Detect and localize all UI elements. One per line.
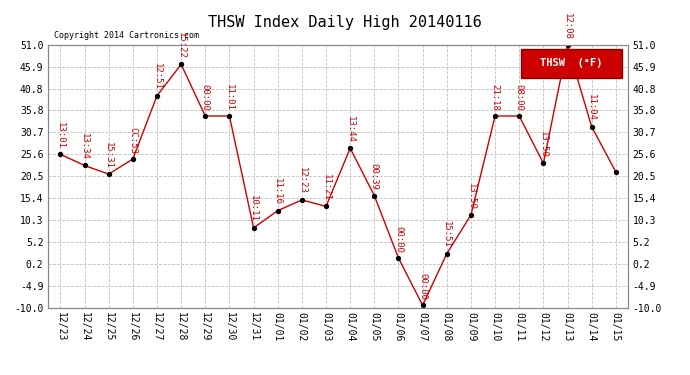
Text: 15:51: 15:51 (442, 221, 451, 248)
Text: 00:00: 00:00 (418, 273, 427, 300)
Point (104, 171, 115, 177)
Point (79, 162, 90, 168)
Point (466, 212, 477, 218)
Text: 10:11: 10:11 (249, 195, 258, 222)
Point (611, 169, 622, 175)
Point (200, 113, 211, 119)
Point (562, 42, 573, 48)
Point (490, 113, 501, 119)
Text: 11:21: 11:21 (322, 174, 331, 201)
Point (176, 62, 187, 68)
Text: 00:39: 00:39 (370, 163, 379, 190)
Point (417, 302, 428, 308)
FancyBboxPatch shape (521, 49, 622, 78)
Text: 13:34: 13:34 (80, 133, 89, 160)
Text: THSW  (°F): THSW (°F) (540, 58, 603, 68)
Text: THSW Index Daily High 20140116: THSW Index Daily High 20140116 (208, 15, 482, 30)
Text: 13:50: 13:50 (539, 131, 548, 158)
Point (297, 197, 308, 203)
Text: 11:16: 11:16 (273, 178, 282, 205)
Text: 11:04: 11:04 (587, 94, 596, 121)
Text: 00:00: 00:00 (201, 84, 210, 111)
Point (345, 145, 356, 151)
Point (55, 151, 66, 157)
Point (152, 93, 163, 99)
Text: 13:50: 13:50 (466, 183, 475, 209)
Point (586, 124, 598, 130)
Text: Copyright 2014 Cartronics.com: Copyright 2014 Cartronics.com (54, 31, 199, 40)
Text: 12:08: 12:08 (563, 13, 572, 39)
Point (369, 193, 380, 199)
Point (248, 225, 259, 231)
Text: 13:44: 13:44 (346, 116, 355, 143)
Text: 08:00: 08:00 (515, 84, 524, 111)
Point (442, 251, 453, 257)
Text: 13:01: 13:01 (56, 122, 65, 149)
Point (514, 113, 525, 119)
Text: 00:00: 00:00 (394, 226, 403, 252)
Point (393, 255, 404, 261)
Text: CC:53: CC:53 (128, 127, 137, 153)
Point (321, 203, 332, 209)
Point (128, 156, 139, 162)
Text: 15:22: 15:22 (177, 32, 186, 59)
Point (224, 113, 235, 119)
Text: 12:51: 12:51 (152, 63, 161, 90)
Point (273, 208, 284, 214)
Text: 21:18: 21:18 (491, 84, 500, 111)
Text: 12:23: 12:23 (297, 168, 306, 194)
Point (538, 160, 549, 166)
Text: 11:01: 11:01 (225, 84, 234, 111)
Text: 15:31: 15:31 (104, 142, 113, 168)
